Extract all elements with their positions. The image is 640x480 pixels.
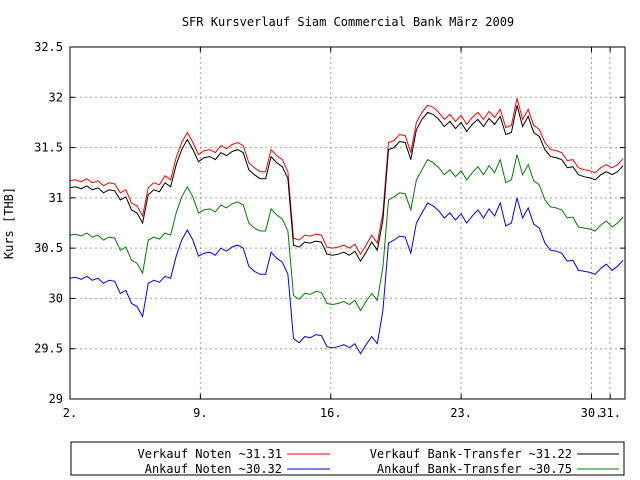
legend: Verkauf Noten ~31.31 Verkauf Bank-Transfe… [70,441,625,476]
series-line-2 [69,197,624,355]
x-tick-label: 9. [193,406,207,420]
y-tick-label: 32.5 [34,40,63,54]
x-tick-label: 2. [63,406,77,420]
legend-label: Ankauf Bank-Transfer ~30.75 [377,462,572,476]
x-tick-label: 31. [599,406,621,420]
y-axis-label: Kurs [THB] [2,187,16,259]
x-tick-label: 23. [450,406,472,420]
y-tick-label: 30 [49,291,63,305]
y-tick-label: 31.5 [34,141,63,155]
series-lines [69,98,624,355]
series-line-0 [69,98,624,256]
x-tick-label: 30. [581,406,603,420]
series-line-3 [69,154,624,312]
y-tick-label: 29 [49,392,63,406]
series-line-1 [69,105,624,263]
axis-ticks: 29 29.5 30 30.5 31 31.5 32 32.5 2. 9. 16. 23. 30.31. [34,40,625,420]
legend-label: Verkauf Bank-Transfer ~31.22 [370,447,572,461]
legend-box [70,441,625,476]
y-tick-label: 32 [49,90,63,104]
y-tick-label: 30.5 [34,241,63,255]
y-tick-label: 29.5 [34,342,63,356]
grid-lines [70,47,625,399]
chart-title: SFR Kursverlauf Siam Commercial Bank Mär… [182,15,514,29]
y-tick-label: 31 [49,191,63,205]
legend-label: Verkauf Noten ~31.31 [138,447,283,461]
plot-frame [69,46,626,400]
legend-label: Ankauf Noten ~30.32 [145,462,282,476]
x-tick-label: 16. [320,406,342,420]
